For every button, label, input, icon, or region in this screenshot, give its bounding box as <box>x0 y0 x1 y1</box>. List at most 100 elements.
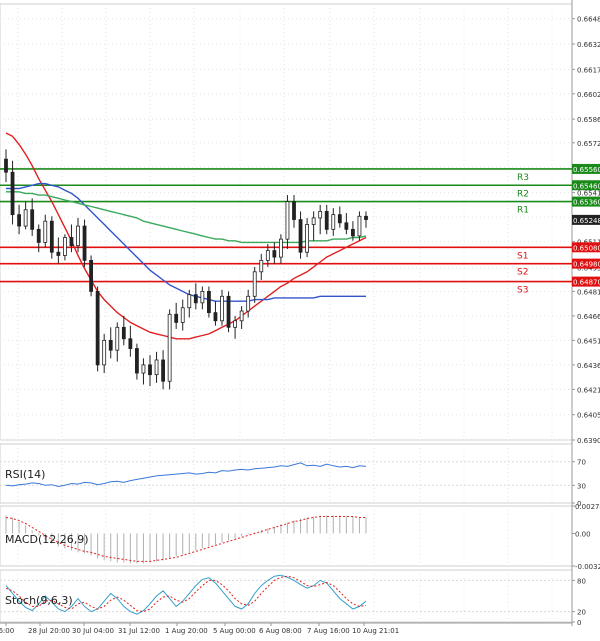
candle-body <box>43 220 48 243</box>
macd-axis-label: 0.00 <box>575 530 591 538</box>
candle-body <box>180 307 185 323</box>
stoch-axis-label: 20 <box>577 609 586 617</box>
price-axis-label: 0.64055 <box>577 412 600 420</box>
candle-body <box>226 295 231 328</box>
candle-body <box>233 320 237 328</box>
candle-body <box>161 359 165 382</box>
candle-body <box>30 209 35 230</box>
candle-body <box>69 237 74 247</box>
time-axis-label: 28 Jul 20:00 <box>28 627 70 635</box>
price-axis-label: 0.65415 <box>577 190 600 198</box>
ma-line-1 <box>6 182 366 302</box>
time-axis-label: 10 Aug 21:01 <box>352 627 399 635</box>
candle-body <box>285 201 290 240</box>
candle-body <box>337 214 342 224</box>
candle-body <box>213 312 218 322</box>
time-axis-label: 6 Aug 08:00 <box>259 627 302 635</box>
candle-body <box>279 238 283 258</box>
candle-body <box>259 259 264 273</box>
candle-body <box>265 250 270 261</box>
candle-body <box>82 225 87 261</box>
level-label-r3: R3 <box>517 173 529 183</box>
level-label-r2: R2 <box>517 189 529 199</box>
candle-body <box>311 217 316 225</box>
level-price-tag <box>572 180 600 191</box>
level-price-tag <box>572 258 600 269</box>
candle-body <box>292 201 296 220</box>
candle-body <box>344 222 349 230</box>
candle-body <box>167 313 172 382</box>
rsi-axis-label: 30 <box>577 482 586 490</box>
time-axis-label: 30 Jul 04:00 <box>72 627 114 635</box>
candle-body <box>135 348 139 374</box>
level-price-tag-text: 0.65560 <box>573 166 600 174</box>
candle-body <box>252 271 257 297</box>
price-axis-label: 0.64955 <box>577 265 600 273</box>
level-price-tag-text: 0.65460 <box>573 182 600 190</box>
level-label-r1: R1 <box>517 206 529 216</box>
candle-body <box>56 251 61 256</box>
macd-axis-label: 0.002748 <box>575 503 600 511</box>
candle-body <box>357 215 362 237</box>
rsi-label: RSI(14) <box>5 468 45 481</box>
rsi-line <box>5 462 367 488</box>
level-price-tag-text: 0.65360 <box>573 199 600 207</box>
level-price-tag <box>572 276 600 287</box>
candle-body <box>63 237 67 256</box>
candle-body <box>76 225 80 247</box>
candle-body <box>141 364 146 374</box>
rsi-axis-label: 70 <box>577 459 586 467</box>
candle-body <box>49 220 54 253</box>
stoch-k-line <box>5 574 367 615</box>
time-axis-label: 26:00 <box>0 627 14 635</box>
candle-body <box>36 228 41 243</box>
candle-body <box>174 313 179 323</box>
level-price-tag-text: 0.64980 <box>573 261 600 269</box>
candle-body <box>305 224 309 253</box>
candle-body <box>115 326 120 351</box>
ma-line-0 <box>5 132 367 340</box>
candle-body <box>239 310 244 322</box>
level-label-s2: S2 <box>517 268 528 278</box>
candle-body <box>10 171 15 216</box>
macd-label: MACD(12,26,9) <box>5 533 89 546</box>
stoch-d-line <box>5 575 367 613</box>
price-axis-label: 0.63900 <box>577 437 600 445</box>
candle-body <box>318 210 323 219</box>
candle-body <box>200 291 205 304</box>
candle-body <box>4 158 8 173</box>
candle-body <box>298 219 303 253</box>
candle-body <box>324 210 329 230</box>
candle-body <box>148 364 152 376</box>
candle-body <box>128 338 133 349</box>
time-axis-label: 1 Aug 20:00 <box>165 627 208 635</box>
candle-body <box>331 214 336 230</box>
current-price-tag-text: 0.65248 <box>573 217 600 225</box>
candle-body <box>121 326 126 340</box>
price-axis-label: 0.65865 <box>577 116 600 124</box>
candle-body <box>207 291 211 314</box>
candle-body <box>154 359 159 376</box>
time-axis-label: 7 Aug 16:00 <box>307 627 350 635</box>
candle-body <box>108 339 113 351</box>
time-axis-label: 31 Jul 12:00 <box>118 627 160 635</box>
candle-body <box>17 214 21 227</box>
level-price-tag <box>572 196 600 207</box>
candle-body <box>246 295 251 312</box>
stoch-axis-label: 80 <box>577 577 586 585</box>
macd-axis-label: -0.00326 <box>575 563 600 571</box>
level-label-s3: S3 <box>517 286 528 296</box>
level-price-tag <box>572 242 600 253</box>
level-price-tag <box>572 163 600 174</box>
candle-body <box>351 228 355 237</box>
